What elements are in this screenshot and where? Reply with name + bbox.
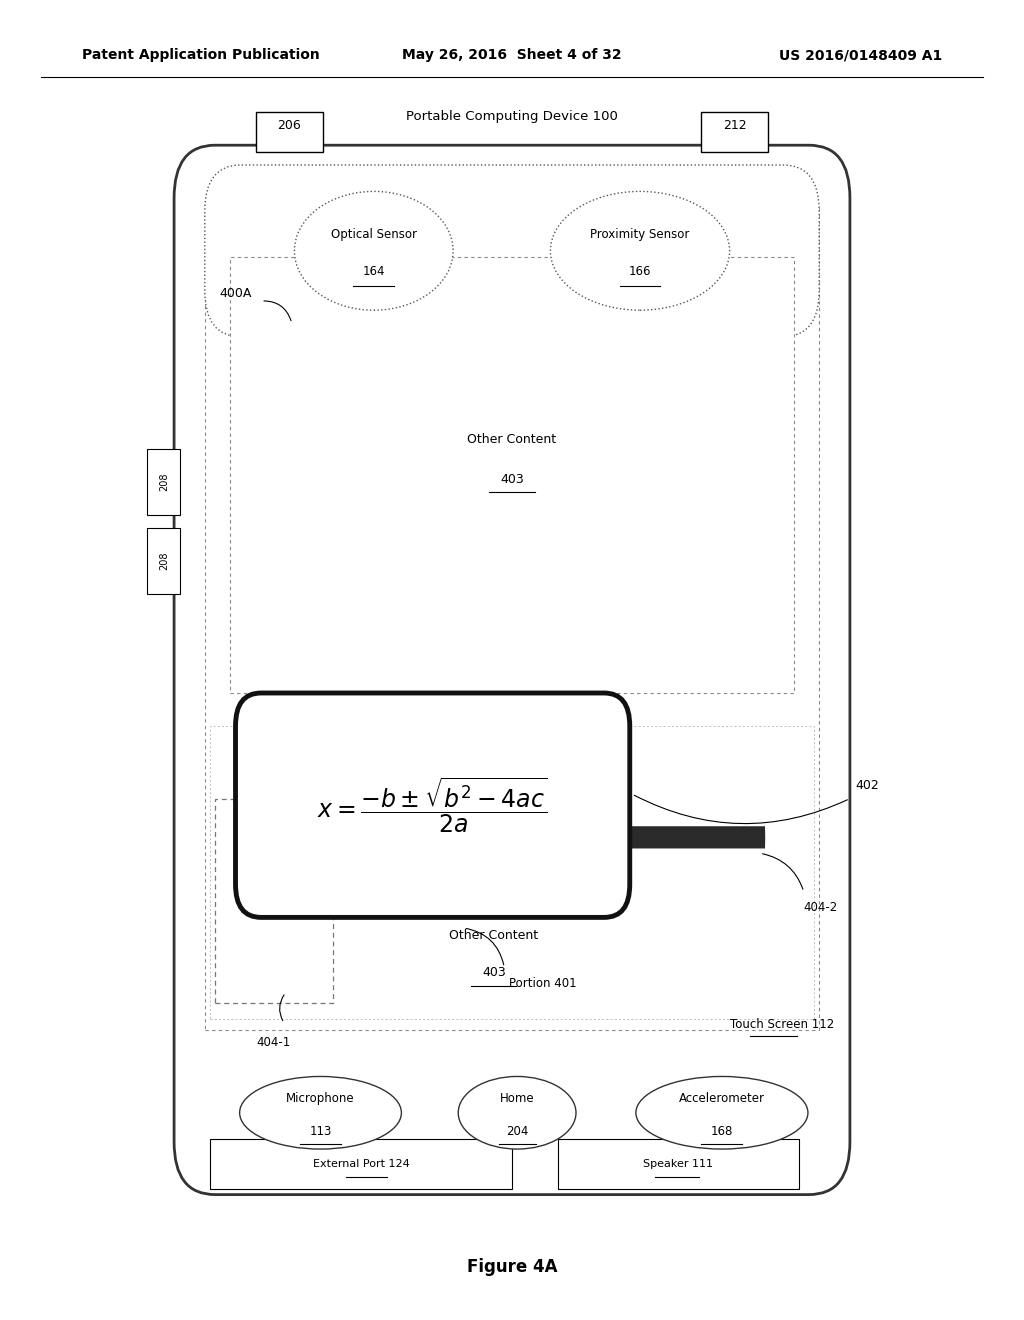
Ellipse shape [295, 191, 453, 310]
Text: Patent Application Publication: Patent Application Publication [82, 49, 319, 62]
Text: Accelerometer: Accelerometer [679, 1092, 765, 1105]
Bar [147, 449, 180, 515]
Text: Other Content: Other Content [467, 433, 557, 446]
Text: External Port 124: External Port 124 [312, 1159, 410, 1170]
Text: Other Content: Other Content [450, 929, 539, 942]
Text: 166: 166 [629, 265, 651, 279]
Ellipse shape [636, 1077, 808, 1148]
Text: Speaker 111: Speaker 111 [643, 1159, 714, 1170]
Bar [701, 112, 768, 152]
Ellipse shape [240, 1077, 401, 1148]
Bar [210, 726, 814, 1019]
Text: 212: 212 [723, 119, 746, 132]
Text: $x = \dfrac{-b \pm \sqrt{b^2 - 4ac}}{2a}$: $x = \dfrac{-b \pm \sqrt{b^2 - 4ac}}{2a}… [317, 775, 548, 836]
Bar [230, 257, 794, 693]
Bar [558, 1139, 799, 1189]
Text: US 2016/0148409 A1: US 2016/0148409 A1 [779, 49, 942, 62]
Text: 403: 403 [482, 966, 506, 979]
Text: Proximity Sensor: Proximity Sensor [590, 228, 690, 242]
Text: 208: 208 [159, 473, 169, 491]
Text: Figure 4A: Figure 4A [467, 1258, 557, 1276]
Text: 404-2: 404-2 [804, 902, 838, 915]
Bar [205, 205, 819, 1030]
Text: Touch Screen 112: Touch Screen 112 [730, 1018, 835, 1031]
Text: Portable Computing Device 100: Portable Computing Device 100 [407, 110, 617, 123]
FancyBboxPatch shape [236, 693, 630, 917]
Text: 113: 113 [309, 1125, 332, 1138]
Text: 402: 402 [855, 779, 879, 792]
Text: 403: 403 [500, 473, 524, 486]
Text: 400A: 400A [219, 286, 252, 300]
Bar [215, 799, 333, 1003]
Text: 206: 206 [278, 119, 301, 132]
Text: 404-1: 404-1 [257, 1036, 291, 1049]
Text: Home: Home [500, 1092, 535, 1105]
Bar [147, 528, 180, 594]
Text: 168: 168 [711, 1125, 733, 1138]
Text: 164: 164 [362, 265, 385, 279]
Text: Microphone: Microphone [286, 1092, 355, 1105]
Text: 208: 208 [159, 552, 169, 570]
FancyBboxPatch shape [174, 145, 850, 1195]
Ellipse shape [551, 191, 729, 310]
Bar [210, 1139, 512, 1189]
Text: May 26, 2016  Sheet 4 of 32: May 26, 2016 Sheet 4 of 32 [402, 49, 622, 62]
Bar [256, 112, 323, 152]
Ellipse shape [459, 1077, 575, 1148]
Text: Optical Sensor: Optical Sensor [331, 228, 417, 242]
Text: Portion 401: Portion 401 [510, 977, 578, 990]
Text: 204: 204 [506, 1125, 528, 1138]
FancyBboxPatch shape [205, 165, 819, 337]
